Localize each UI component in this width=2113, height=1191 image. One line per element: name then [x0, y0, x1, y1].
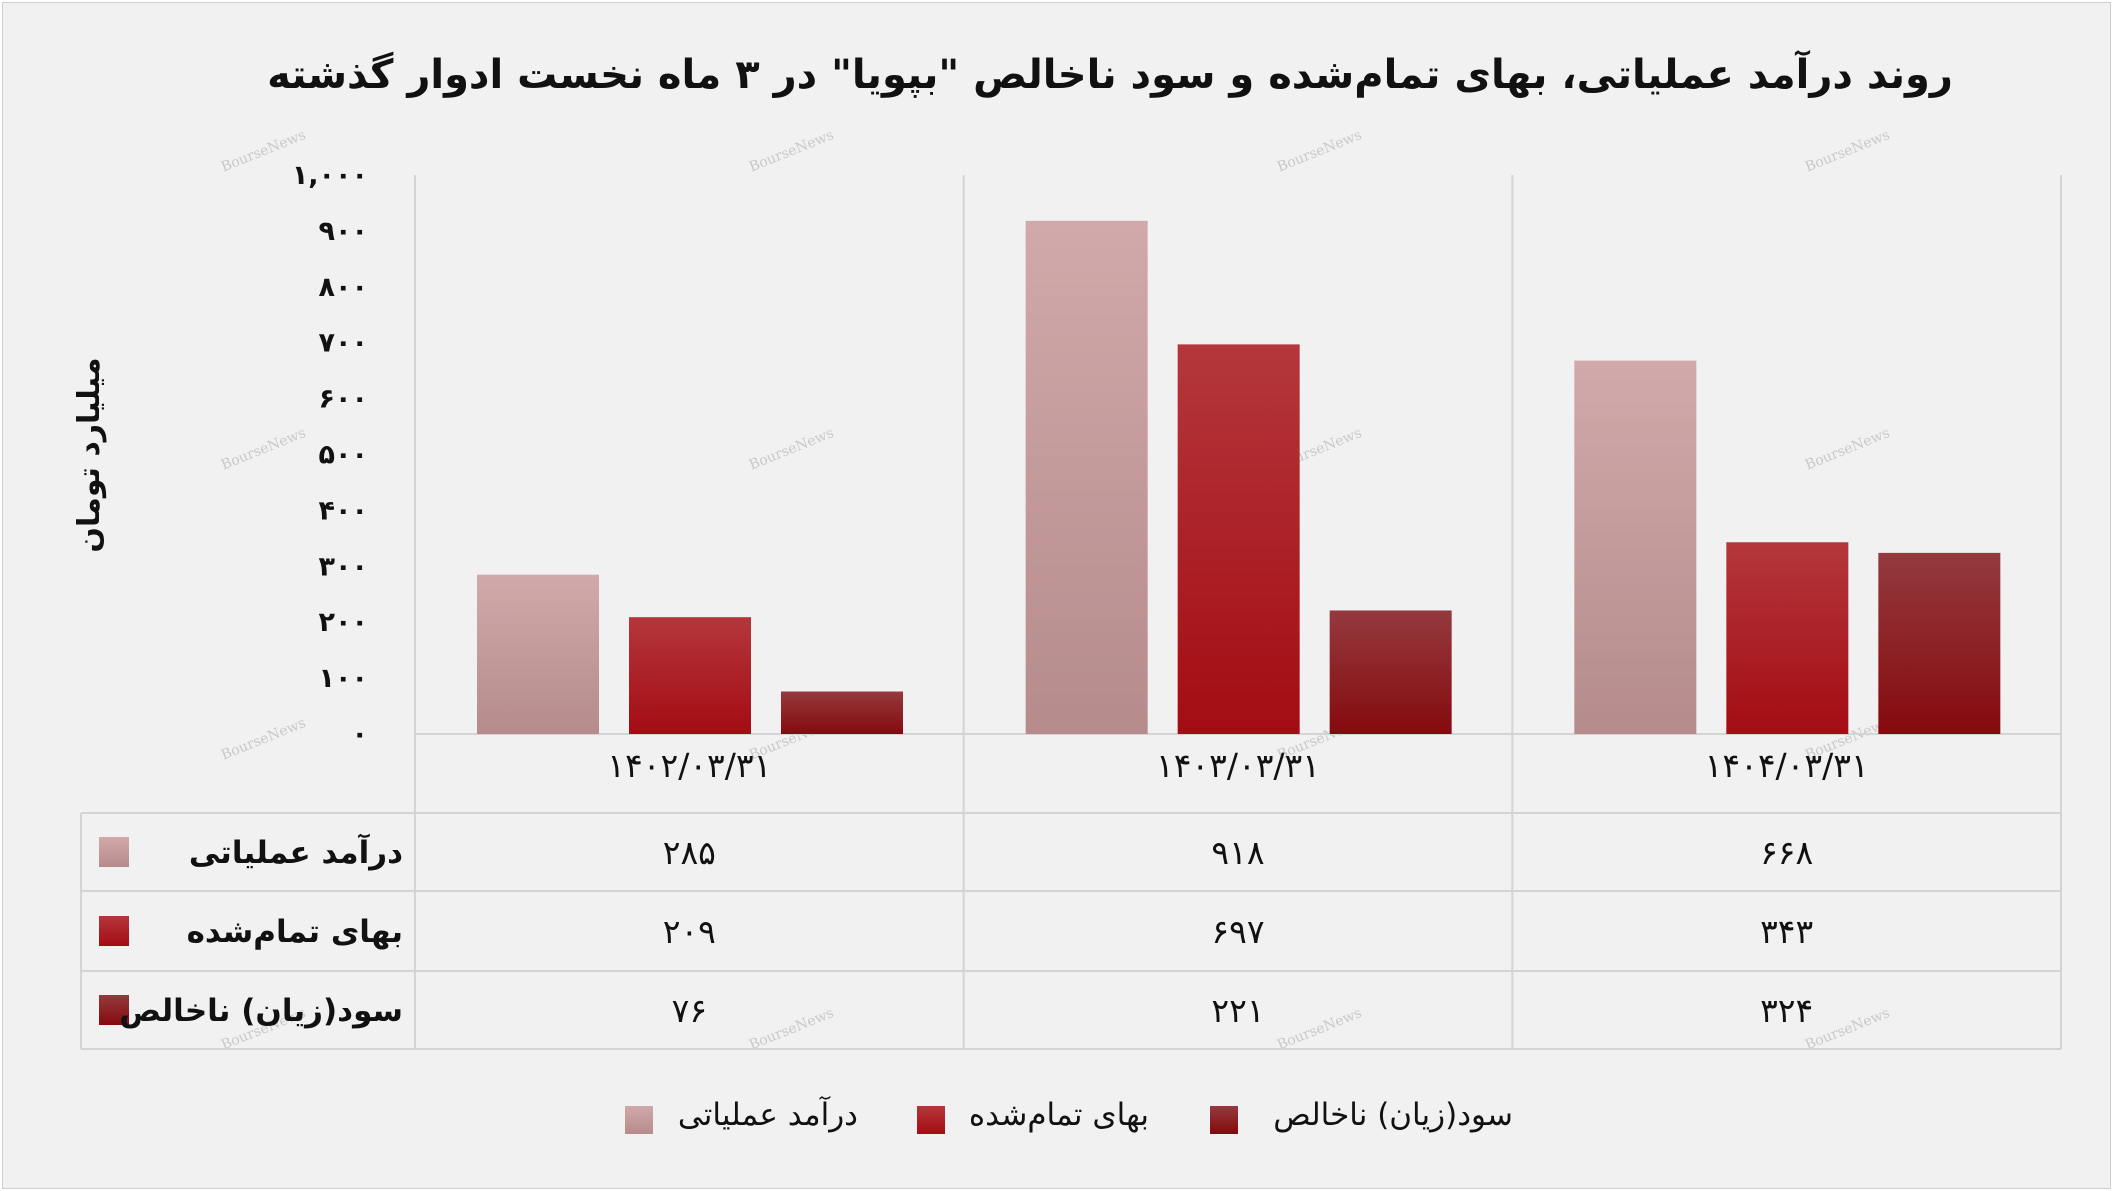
y-tick-label: ۴۰۰ — [319, 495, 368, 526]
bar — [781, 691, 903, 734]
y-tick-label: ۷۰۰ — [319, 328, 368, 359]
y-tick-label: ۱,۰۰۰ — [292, 160, 368, 191]
legend-label: سود(زیان) ناخالص — [1273, 1097, 1513, 1133]
legend: درآمد عملیاتی بهای تمام‌شده سود(زیان) ناخا… — [625, 1095, 1513, 1134]
chart-title: روند درآمد عملیاتی، بهای تمام‌شده و سود … — [267, 49, 1953, 98]
watermark-text: BourseNews — [1275, 1005, 1364, 1053]
legend-swatch — [917, 1106, 945, 1134]
watermark-text: BourseNews — [1803, 425, 1892, 473]
table-cell-value: ۶۹۷ — [1211, 912, 1264, 951]
watermark-text: BourseNews — [219, 425, 308, 473]
bar — [1329, 610, 1452, 734]
table-cell-value: ۷۶ — [672, 991, 707, 1030]
table-legend-key — [99, 995, 129, 1025]
y-tick-label: ۲۰۰ — [319, 607, 368, 638]
chart-svg: BourseNews BourseNews BourseNews BourseNews… — [72, 49, 2062, 1134]
category-labels: ۱۴۰۲/۰۳/۳۱ ۱۴۰۳/۰۳/۳۱ ۱۴۰۴/۰۳/۳۱ — [607, 746, 1868, 785]
watermark-text: BourseNews — [747, 1005, 836, 1053]
table-cell-value: ۹۱۸ — [1211, 833, 1264, 872]
y-tick-label: ۹۰۰ — [319, 216, 368, 247]
bar — [1574, 360, 1697, 734]
watermark-text: BourseNews — [219, 715, 308, 763]
table-row-label: سود(زیان) ناخالص — [119, 993, 403, 1029]
table-row-label: درآمد عملیاتی — [189, 833, 403, 871]
y-tick-label: ۰ — [352, 719, 368, 750]
watermark-text: BourseNews — [1275, 127, 1364, 175]
table-cell-value: ۳۴۳ — [1760, 912, 1813, 951]
y-tick-label: ۱۰۰ — [319, 663, 368, 694]
bar — [1025, 220, 1148, 734]
x-tick-label: ۱۴۰۴/۰۳/۳۱ — [1705, 746, 1869, 785]
bar — [1878, 552, 2001, 734]
bar — [1177, 344, 1300, 734]
table-cell-value: ۶۶۸ — [1760, 833, 1813, 872]
watermark-text: BourseNews — [1803, 1005, 1892, 1053]
y-axis-ticks: ۰ ۱۰۰ ۲۰۰ ۳۰۰ ۴۰۰ ۵۰۰ ۶۰۰ ۷۰۰ ۸۰۰ ۹۰۰ ۱,۰۰۰ — [292, 160, 368, 750]
watermark-text: BourseNews — [747, 425, 836, 473]
y-tick-label: ۵۰۰ — [319, 440, 368, 471]
watermark-text: BourseNews — [1803, 127, 1892, 175]
table-cell-value: ۲۲۱ — [1211, 991, 1264, 1030]
bars-group — [477, 220, 2001, 734]
bar — [1726, 542, 1849, 734]
watermark-text: BourseNews — [747, 127, 836, 175]
data-table: درآمد عملیاتی ۲۸۵ ۹۱۸ ۶۶۸ بهای تمام‌شده ۲۰۹ ۶۹… — [99, 833, 1813, 1030]
x-tick-label: ۱۴۰۲/۰۳/۳۱ — [607, 746, 771, 785]
y-tick-label: ۸۰۰ — [319, 272, 368, 303]
y-tick-label: ۶۰۰ — [319, 384, 368, 415]
table-legend-key — [99, 837, 129, 867]
bar — [477, 574, 599, 734]
x-tick-label: ۱۴۰۳/۰۳/۳۱ — [1156, 746, 1320, 785]
legend-label: درآمد عملیاتی — [678, 1095, 858, 1133]
y-tick-label: ۳۰۰ — [319, 551, 368, 582]
table-cell-value: ۳۲۴ — [1760, 991, 1813, 1030]
bar — [629, 617, 751, 734]
legend-swatch — [1210, 1106, 1238, 1134]
legend-label: بهای تمام‌شده — [969, 1097, 1149, 1133]
table-row-label: بهای تمام‌شده — [187, 914, 403, 950]
table-cell-value: ۲۰۹ — [663, 912, 716, 951]
y-axis-label: میلیارد تومان — [72, 357, 107, 552]
legend-swatch — [625, 1106, 653, 1134]
table-cell-value: ۲۸۵ — [663, 833, 716, 872]
table-legend-key — [99, 916, 129, 946]
